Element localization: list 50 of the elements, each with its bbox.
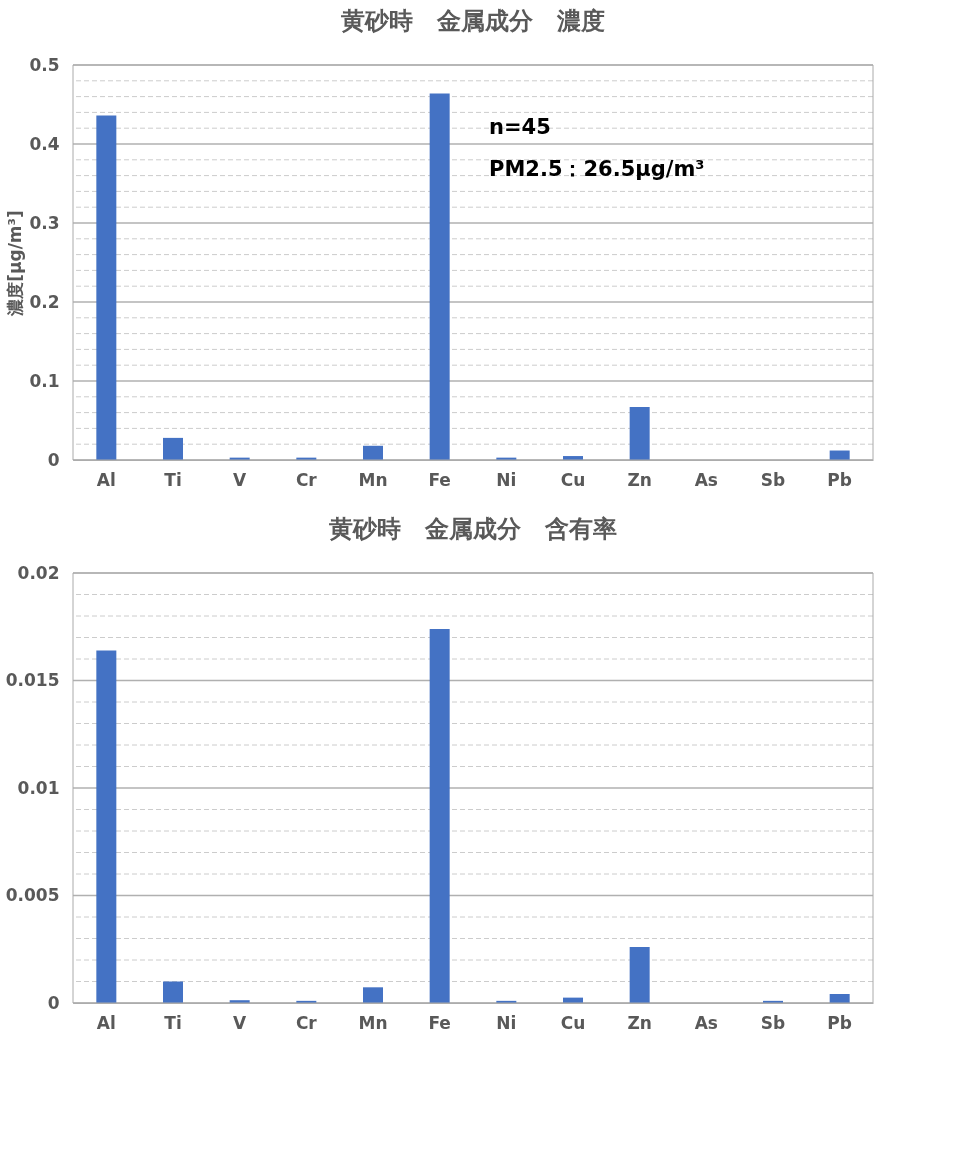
x-tick-label: V (233, 469, 248, 490)
y-tick-label: 0.4 (29, 133, 60, 154)
bar (363, 445, 383, 460)
y-tick-label: 0.01 (17, 777, 60, 798)
x-tick-label: Zn (627, 1012, 652, 1033)
x-tick-label: Fe (428, 469, 451, 490)
bar (96, 115, 117, 460)
chart-title: 黄砂時 金属成分 含有率 (328, 515, 617, 543)
x-tick-label: As (694, 469, 718, 490)
x-tick-label: Al (96, 469, 116, 490)
x-tick-label: Cr (295, 1012, 318, 1033)
x-tick-label: Mn (358, 469, 388, 490)
x-tick-label: Zn (627, 469, 652, 490)
x-tick-label: Cu (560, 1012, 586, 1033)
x-tick-label: Ti (164, 1012, 182, 1033)
bar (96, 650, 117, 1003)
x-tick-label: As (694, 1012, 718, 1033)
bar (429, 628, 450, 1003)
y-tick-label: 0.1 (29, 370, 60, 391)
x-tick-label: Cu (560, 469, 586, 490)
x-tick-label: Al (96, 1012, 116, 1033)
y-tick-label: 0.02 (17, 562, 60, 583)
y-tick-label: 0.5 (29, 54, 60, 75)
y-tick-label: 0 (47, 992, 60, 1013)
chart-title: 黄砂時 金属成分 濃度 (340, 7, 605, 35)
y-tick-label: 0.015 (5, 670, 60, 690)
x-tick-label: Ti (164, 469, 182, 490)
x-tick-label: Ni (496, 1012, 517, 1033)
x-tick-label: Fe (428, 1012, 451, 1033)
y-tick-label: 0.2 (29, 291, 60, 312)
x-tick-label: Sb (760, 1012, 786, 1033)
x-tick-label: Mn (358, 1012, 388, 1033)
x-tick-label: Sb (760, 469, 786, 490)
x-tick-label: V (233, 1012, 248, 1033)
x-tick-label: Pb (827, 469, 852, 490)
bar (629, 407, 650, 460)
annotation: n=45 (489, 115, 551, 140)
x-tick-label: Cr (295, 469, 318, 490)
bar (629, 947, 650, 1003)
bar (163, 437, 183, 460)
annotation: PM2.5：26.5μg/m³ (489, 157, 705, 182)
x-tick-label: Pb (827, 1012, 852, 1033)
bar (163, 981, 183, 1003)
x-tick-label: Ni (496, 469, 517, 490)
bar (429, 93, 450, 460)
y-tick-label: 0 (47, 449, 60, 470)
y-tick-label: 0.005 (5, 885, 60, 905)
y-tick-label: 0.3 (29, 212, 60, 233)
y-axis-title: 濃度[μg/m³] (5, 210, 26, 317)
bar (363, 987, 383, 1003)
